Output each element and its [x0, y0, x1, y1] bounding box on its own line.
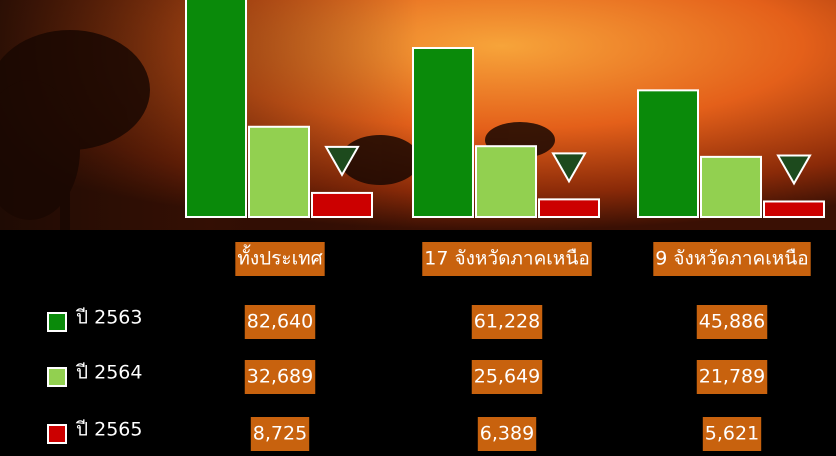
legend-label: ปี 2563 [75, 307, 142, 329]
legend-swatch [48, 368, 66, 386]
category-label: 17 จังหวัดภาคเหนือ [424, 248, 589, 270]
value-label: 45,886 [699, 311, 765, 333]
value-label: 61,228 [474, 311, 540, 333]
bar [413, 48, 473, 217]
legend-swatch [48, 425, 66, 443]
category-label: 9 จังหวัดภาคเหนือ [655, 248, 808, 270]
bar [638, 90, 698, 217]
value-label: 8,725 [253, 423, 307, 445]
legend-swatch [48, 313, 66, 331]
value-label: 6,389 [480, 423, 534, 445]
value-label: 82,640 [247, 311, 313, 333]
value-label: 21,789 [699, 366, 765, 388]
value-label: 5,621 [705, 423, 759, 445]
value-label: 32,689 [247, 366, 313, 388]
chart: ทั้งประเทศ 17 จังหวัดภาคเหนือ 9 จังหวัดภาค… [0, 0, 836, 456]
value-label: 25,649 [474, 366, 540, 388]
bar [249, 127, 309, 217]
bar [764, 201, 824, 217]
bar [701, 157, 761, 217]
bar [476, 146, 536, 217]
bar [312, 193, 372, 217]
legend-label: ปี 2565 [75, 419, 142, 441]
bar [539, 199, 599, 217]
bar [186, 0, 246, 217]
legend-label: ปี 2564 [75, 362, 142, 384]
category-label: ทั้งประเทศ [237, 245, 322, 270]
